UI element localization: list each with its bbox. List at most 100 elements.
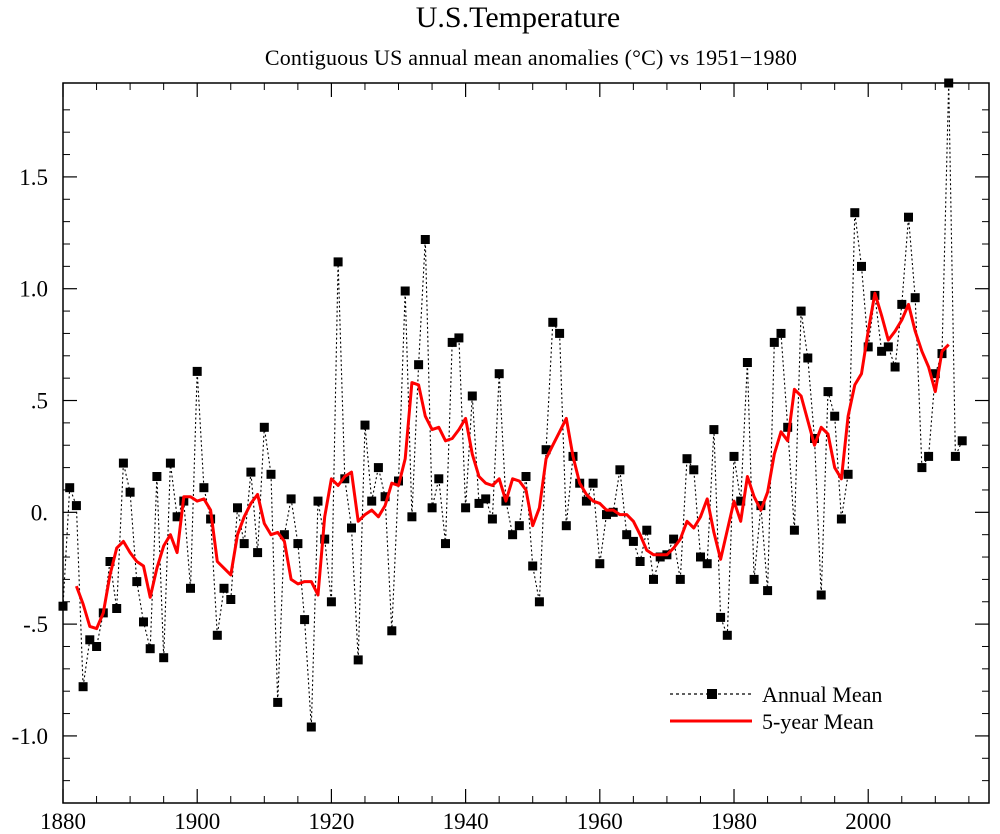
y-tick-label: 1.5	[19, 165, 48, 190]
annual-mean-point	[716, 612, 726, 622]
annual-mean-point	[649, 574, 658, 584]
annual-mean-point	[139, 617, 148, 627]
annual-mean-point	[427, 503, 437, 513]
annual-mean-point	[387, 626, 397, 636]
annual-mean-point	[897, 299, 907, 309]
y-tick-label: .5	[31, 389, 48, 414]
annual-mean-point	[823, 387, 833, 397]
annual-mean-point	[85, 635, 95, 645]
annual-mean-point	[917, 463, 927, 473]
annual-mean-point	[494, 369, 504, 379]
annual-mean-point	[373, 463, 383, 473]
annual-mean-point	[581, 496, 591, 506]
series-annual-mean	[58, 78, 967, 732]
x-axis: 1880 1900 1920 1940 1960 1980 2000	[40, 83, 970, 834]
annual-mean-point	[414, 360, 424, 370]
annual-mean-point	[467, 391, 477, 401]
y-tick-label: 0.	[31, 500, 48, 525]
annual-mean-point	[279, 530, 289, 540]
annual-mean-point	[474, 498, 484, 508]
annual-mean-point	[736, 496, 746, 506]
annual-mean-point	[239, 539, 249, 549]
annual-mean-point	[803, 353, 813, 363]
annual-mean-point	[420, 235, 430, 244]
legend-annual-mean-marker	[707, 689, 717, 699]
annual-mean-point	[877, 346, 887, 356]
annual-mean-point	[266, 469, 276, 479]
annual-mean-point	[763, 586, 773, 596]
annual-mean-point	[675, 574, 685, 584]
annual-mean-point	[172, 512, 182, 522]
legend: Annual Mean 5-year Mean	[670, 682, 882, 734]
annual-mean-point	[742, 358, 752, 367]
annual-mean-point	[186, 583, 195, 593]
annual-mean-point	[702, 559, 712, 569]
y-tick-label: -1.0	[12, 724, 48, 749]
annual-mean-point	[890, 362, 900, 372]
annual-mean-point	[320, 534, 330, 544]
annual-mean-point	[65, 483, 75, 493]
annual-mean-point	[608, 507, 618, 517]
annual-mean-point	[930, 369, 940, 379]
annual-mean-point	[655, 552, 665, 562]
annual-mean-line	[62, 82, 963, 728]
annual-mean-point	[904, 212, 913, 222]
annual-mean-point	[333, 257, 343, 267]
y-axis: 1.5 1.0 .5 0. -.5 -1.0	[12, 109, 989, 782]
x-tick-label-1920: 1920	[308, 809, 354, 834]
annual-mean-point	[313, 496, 323, 506]
x-tick-label-1900: 1900	[174, 809, 220, 834]
annual-mean-point	[850, 208, 860, 218]
annual-mean-point	[441, 539, 450, 549]
annual-mean-point	[454, 333, 464, 343]
x-tick-label-1980: 1980	[711, 809, 757, 834]
annual-mean-point	[481, 494, 491, 504]
annual-mean-point	[810, 434, 819, 443]
annual-mean-point	[836, 514, 846, 524]
annual-mean-point	[273, 697, 283, 707]
annual-mean-point	[883, 342, 893, 352]
chart-subtitle: Contiguous US annual mean anomalies (°C)…	[264, 45, 798, 70]
annual-mean-point	[92, 642, 102, 651]
annual-mean-point	[555, 328, 565, 338]
annual-mean-point	[769, 337, 779, 347]
annual-mean-point	[407, 512, 417, 522]
annual-mean-point	[696, 552, 705, 562]
annual-mean-point	[105, 557, 115, 566]
annual-mean-point	[461, 503, 471, 513]
annual-mean-point	[635, 557, 645, 566]
annual-mean-point	[508, 530, 518, 540]
annual-mean-point	[615, 465, 625, 475]
annual-mean-point	[541, 445, 551, 455]
annual-mean-point	[682, 454, 692, 464]
annual-mean-point	[789, 525, 799, 535]
annual-mean-point	[796, 306, 806, 316]
annual-mean-point	[226, 595, 236, 604]
annual-mean-point	[843, 469, 853, 479]
annual-mean-point	[863, 342, 873, 352]
annual-mean-point	[246, 467, 256, 477]
annual-mean-point	[709, 425, 719, 435]
annual-mean-point	[561, 521, 571, 531]
plot-frame	[62, 82, 990, 804]
series-5-year-mean	[74, 291, 950, 631]
annual-mean-point	[152, 472, 162, 481]
annual-mean-point	[783, 422, 793, 432]
y-tick-label: -.5	[23, 612, 48, 637]
annual-mean-point	[71, 501, 81, 511]
annual-mean-point	[628, 536, 638, 546]
annual-mean-point	[300, 615, 310, 625]
annual-mean-point	[434, 474, 444, 484]
annual-mean-point	[118, 458, 128, 468]
5-year-mean-line	[74, 291, 950, 631]
annual-mean-point	[487, 514, 497, 524]
annual-mean-point	[78, 682, 88, 692]
annual-mean-point	[199, 483, 209, 493]
legend-annual-mean-label: Annual Mean	[762, 682, 882, 707]
annual-mean-point	[689, 465, 699, 475]
annual-mean-point	[588, 478, 598, 488]
annual-mean-point	[857, 261, 866, 271]
annual-mean-point	[253, 548, 263, 558]
annual-mean-point	[353, 655, 363, 665]
